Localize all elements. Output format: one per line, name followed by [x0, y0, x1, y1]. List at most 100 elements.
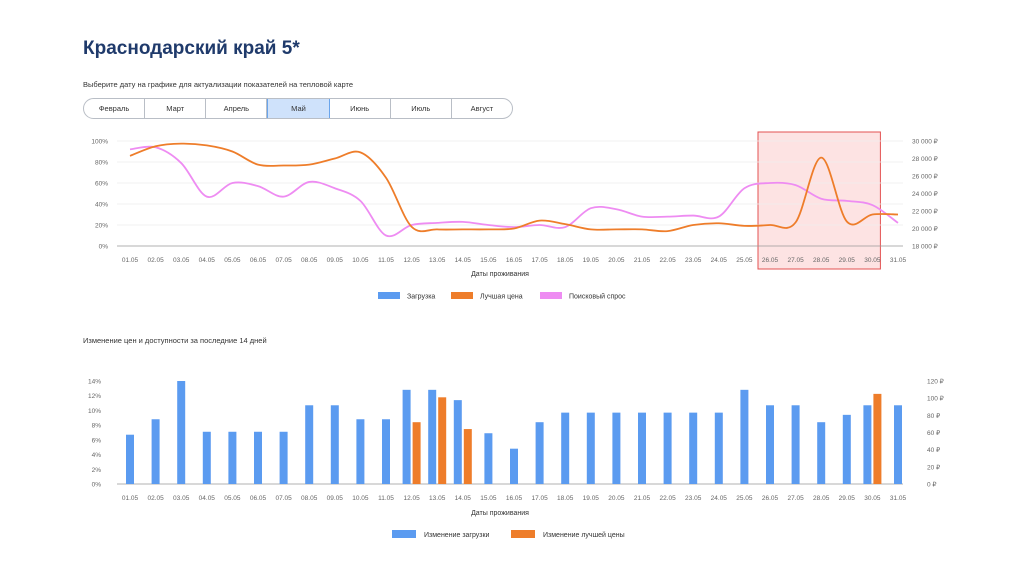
- bar-price[interactable]: [412, 422, 421, 484]
- x-tick: 15.05: [480, 495, 497, 502]
- bar-load[interactable]: [638, 412, 646, 484]
- bar-load[interactable]: [766, 405, 774, 484]
- bar-load[interactable]: [254, 431, 262, 484]
- y-left-tick: 0%: [99, 244, 109, 251]
- y-left-tick: 60%: [95, 181, 108, 188]
- x-tick: 19.05: [583, 257, 600, 264]
- x-tick: 13.05: [429, 257, 446, 264]
- x-axis-label: Даты проживания: [471, 510, 529, 517]
- bar-load[interactable]: [863, 405, 872, 484]
- bar-load[interactable]: [586, 412, 595, 484]
- x-tick: 27.05: [787, 495, 804, 502]
- x-tick: 05.05: [224, 495, 241, 502]
- x-tick: 27.05: [787, 257, 804, 264]
- x-tick: 25.05: [736, 257, 753, 264]
- tab-month[interactable]: Июль: [391, 99, 452, 118]
- x-tick: 02.05: [147, 257, 164, 264]
- bar-load[interactable]: [689, 412, 698, 484]
- y-left-tick: 80%: [95, 160, 108, 167]
- bar-load[interactable]: [402, 389, 411, 484]
- bar-load[interactable]: [740, 389, 749, 484]
- x-tick: 28.05: [813, 495, 830, 502]
- bar-load[interactable]: [510, 448, 518, 484]
- bar-load[interactable]: [842, 414, 851, 484]
- x-tick: 26.05: [762, 257, 779, 264]
- y-left-tick: 6%: [92, 437, 102, 444]
- y-right-tick: 26 000 ₽: [912, 173, 939, 181]
- y-left-tick: 14%: [88, 379, 101, 386]
- tab-month[interactable]: Май: [267, 99, 330, 118]
- bar-price[interactable]: [463, 429, 472, 484]
- x-tick: 10.05: [352, 495, 369, 502]
- x-tick: 21.05: [634, 257, 651, 264]
- x-tick: 07.05: [275, 495, 292, 502]
- x-tick: 31.05: [890, 495, 907, 502]
- bar-load[interactable]: [714, 412, 723, 484]
- x-tick: 28.05: [813, 257, 830, 264]
- x-tick: 30.05: [864, 257, 881, 264]
- bar-load[interactable]: [151, 419, 160, 484]
- x-tick: 23.05: [685, 495, 702, 502]
- section2-title: Изменение цен и доступности за последние…: [83, 336, 267, 345]
- bar-load[interactable]: [177, 381, 186, 484]
- bar-load[interactable]: [279, 431, 288, 484]
- bar-price[interactable]: [438, 397, 447, 484]
- bar-load[interactable]: [561, 412, 570, 484]
- bar-load[interactable]: [356, 419, 365, 484]
- bar-load[interactable]: [382, 419, 390, 484]
- legend-label: Изменение загрузки: [424, 532, 490, 539]
- tab-month[interactable]: Апрель: [206, 99, 268, 118]
- bar-load[interactable]: [612, 412, 621, 484]
- legend-swatch: [451, 292, 473, 299]
- bar-load[interactable]: [817, 422, 826, 484]
- x-tick: 18.05: [557, 257, 574, 264]
- line-chart[interactable]: 0% 20% 40% 60% 80% 100% 18 000 ₽ 20 000 ₽ 22 000…: [0, 0, 1024, 310]
- legend-label: Изменение лучшей цены: [543, 531, 625, 539]
- chart-hint: Выберите дату на графике для актуализаци…: [83, 80, 354, 89]
- x-tick: 10.05: [352, 257, 369, 264]
- y-left-tick: 20%: [95, 223, 108, 230]
- x-tick: 18.05: [557, 495, 574, 502]
- bar-load[interactable]: [535, 422, 544, 484]
- x-tick: 03.05: [173, 257, 190, 264]
- legend-swatch: [511, 530, 535, 538]
- x-tick: 29.05: [839, 495, 856, 502]
- y-right-tick: 28 000 ₽: [912, 155, 939, 163]
- bar-load[interactable]: [484, 433, 493, 484]
- bar-load[interactable]: [453, 400, 462, 484]
- y-right-tick: 120 ₽: [927, 378, 945, 386]
- y-right-tick: 40 ₽: [927, 446, 941, 454]
- tab-month[interactable]: Февраль: [84, 99, 146, 118]
- x-tick: 01.05: [122, 495, 139, 502]
- bar-load[interactable]: [305, 405, 314, 484]
- legend-label: Загрузка: [407, 294, 435, 301]
- x-tick: 23.05: [685, 257, 702, 264]
- x-tick: 20.05: [608, 495, 625, 502]
- bar-load[interactable]: [791, 405, 800, 484]
- bar-load[interactable]: [126, 434, 134, 484]
- bar-load[interactable]: [663, 412, 672, 484]
- y-left-tick: 0%: [92, 482, 102, 489]
- x-tick: 11.05: [378, 495, 394, 502]
- tab-month[interactable]: Март: [145, 99, 207, 118]
- bar-price[interactable]: [873, 393, 882, 484]
- tab-month[interactable]: Июнь: [330, 99, 391, 118]
- x-tick: 06.05: [250, 495, 267, 502]
- bar-load[interactable]: [894, 405, 902, 484]
- x-tick: 09.05: [327, 495, 344, 502]
- bar-load[interactable]: [228, 431, 237, 484]
- x-tick: 02.05: [147, 495, 164, 502]
- tab-month[interactable]: Август: [470, 104, 494, 113]
- y-right-tick: 24 000 ₽: [912, 190, 939, 198]
- legend-label: Поисковый спрос: [569, 293, 626, 301]
- legend-swatch: [392, 530, 416, 538]
- x-tick: 13.05: [429, 495, 446, 502]
- bar-load[interactable]: [202, 431, 211, 484]
- x-tick: 03.05: [173, 495, 190, 502]
- x-tick: 22.05: [659, 495, 676, 502]
- x-tick: 12.05: [403, 257, 420, 264]
- bar-load[interactable]: [428, 389, 437, 484]
- y-right-tick: 60 ₽: [927, 429, 941, 437]
- bar-load[interactable]: [330, 405, 339, 484]
